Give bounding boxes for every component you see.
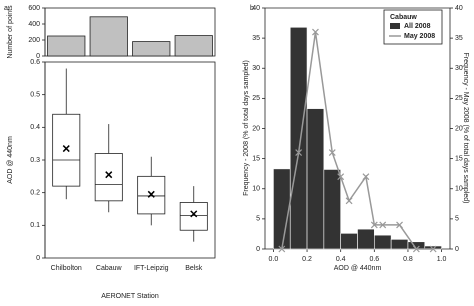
- axis-title: Frequency - May 2008 (% of total days sa…: [462, 53, 469, 204]
- axis-title: Number of points: [7, 5, 14, 59]
- box: [179, 202, 208, 231]
- line: [281, 31, 434, 250]
- y-tick-label: 5: [256, 216, 260, 223]
- histogram-bar: [273, 168, 291, 250]
- x-tick-label: IFT-Leipzig: [134, 265, 169, 272]
- panel-label: a.: [4, 5, 10, 12]
- histogram-bar: [340, 233, 358, 250]
- x-tick-label: Cabauw: [96, 265, 123, 272]
- axis-title: AOD @ 440nm: [334, 265, 382, 272]
- frame: [44, 61, 216, 259]
- panel-label: b.: [250, 5, 256, 12]
- y-tick-label: 30: [455, 65, 463, 72]
- histogram-bar: [374, 234, 392, 250]
- y-tick-label: 20: [252, 125, 260, 132]
- line-marker: [328, 149, 336, 157]
- line-marker: [412, 245, 420, 253]
- bar: [174, 35, 213, 57]
- bar: [89, 16, 128, 57]
- y-tick-label: 30: [252, 65, 260, 72]
- mean-marker: [62, 145, 70, 153]
- histogram-bar: [306, 108, 325, 250]
- y-tick-label: 0: [36, 255, 40, 262]
- y-tick-label: 0.6: [30, 59, 40, 66]
- histogram-bar: [323, 169, 341, 250]
- line-marker: [429, 245, 437, 253]
- x-tick-label: 0.2: [302, 256, 312, 263]
- line-marker: [278, 245, 286, 253]
- histogram-bar: [289, 26, 308, 250]
- x-tick-label: Belsk: [185, 265, 203, 272]
- line-marker: [370, 221, 378, 229]
- frame: [44, 7, 216, 57]
- legend-title: Cabauw: [390, 14, 417, 21]
- y-tick-label: 0: [256, 246, 260, 253]
- y-tick-label: 20: [455, 125, 463, 132]
- line-marker: [312, 28, 319, 36]
- line-marker: [337, 173, 345, 181]
- x-tick-label: 0.4: [336, 256, 346, 263]
- box: [52, 113, 81, 187]
- x-tick-label: Chilbolton: [51, 265, 82, 272]
- legend-swatch: [390, 23, 400, 29]
- axis-title: AOD @ 440nm: [7, 136, 14, 184]
- line-marker: [345, 197, 353, 205]
- y-tick-label: 200: [28, 37, 40, 44]
- y-tick-label: 40: [252, 5, 260, 12]
- line-marker: [362, 173, 370, 181]
- y-tick-label: 0.5: [30, 92, 40, 99]
- legend-label: May 2008: [404, 33, 435, 40]
- y-tick-label: 35: [455, 35, 463, 42]
- box: [137, 175, 166, 215]
- histogram-bar: [390, 239, 409, 250]
- y-tick-label: 15: [252, 155, 260, 162]
- y-tick-label: 0: [455, 246, 459, 253]
- mean-marker: [190, 210, 198, 218]
- mean-marker: [147, 190, 155, 198]
- axis-title: AERONET Station: [101, 293, 159, 300]
- y-tick-label: 25: [455, 95, 463, 102]
- y-tick-label: 40: [455, 5, 463, 12]
- y-tick-label: 0: [36, 53, 40, 60]
- x-tick-label: 0.6: [369, 256, 379, 263]
- y-tick-label: 600: [28, 5, 40, 12]
- y-tick-label: 10: [252, 186, 260, 193]
- line-marker: [379, 221, 387, 229]
- y-tick-label: 0.4: [30, 124, 40, 131]
- y-tick-label: 25: [252, 95, 260, 102]
- x-tick-label: 0.8: [403, 256, 413, 263]
- y-tick-label: 0.2: [30, 190, 40, 197]
- x-tick-label: 0.0: [269, 256, 279, 263]
- box: [94, 153, 123, 202]
- y-tick-label: 0.3: [30, 157, 40, 164]
- mean-marker: [105, 171, 113, 179]
- y-tick-label: 5: [455, 216, 459, 223]
- legend-label: All 2008: [404, 23, 431, 30]
- y-tick-label: 10: [455, 186, 463, 193]
- y-tick-label: 15: [455, 155, 463, 162]
- histogram-bar: [357, 228, 375, 250]
- x-tick-label: 1.0: [437, 256, 447, 263]
- line-marker: [295, 149, 303, 157]
- y-tick-label: 0.1: [30, 222, 40, 229]
- bar: [47, 35, 86, 57]
- axis-title: Frequency - 2008 (% of total days sample…: [243, 60, 250, 196]
- line-marker: [396, 221, 403, 229]
- y-tick-label: 35: [252, 35, 260, 42]
- y-tick-label: 400: [28, 21, 40, 28]
- bar: [132, 41, 171, 57]
- legend-box: [383, 9, 443, 45]
